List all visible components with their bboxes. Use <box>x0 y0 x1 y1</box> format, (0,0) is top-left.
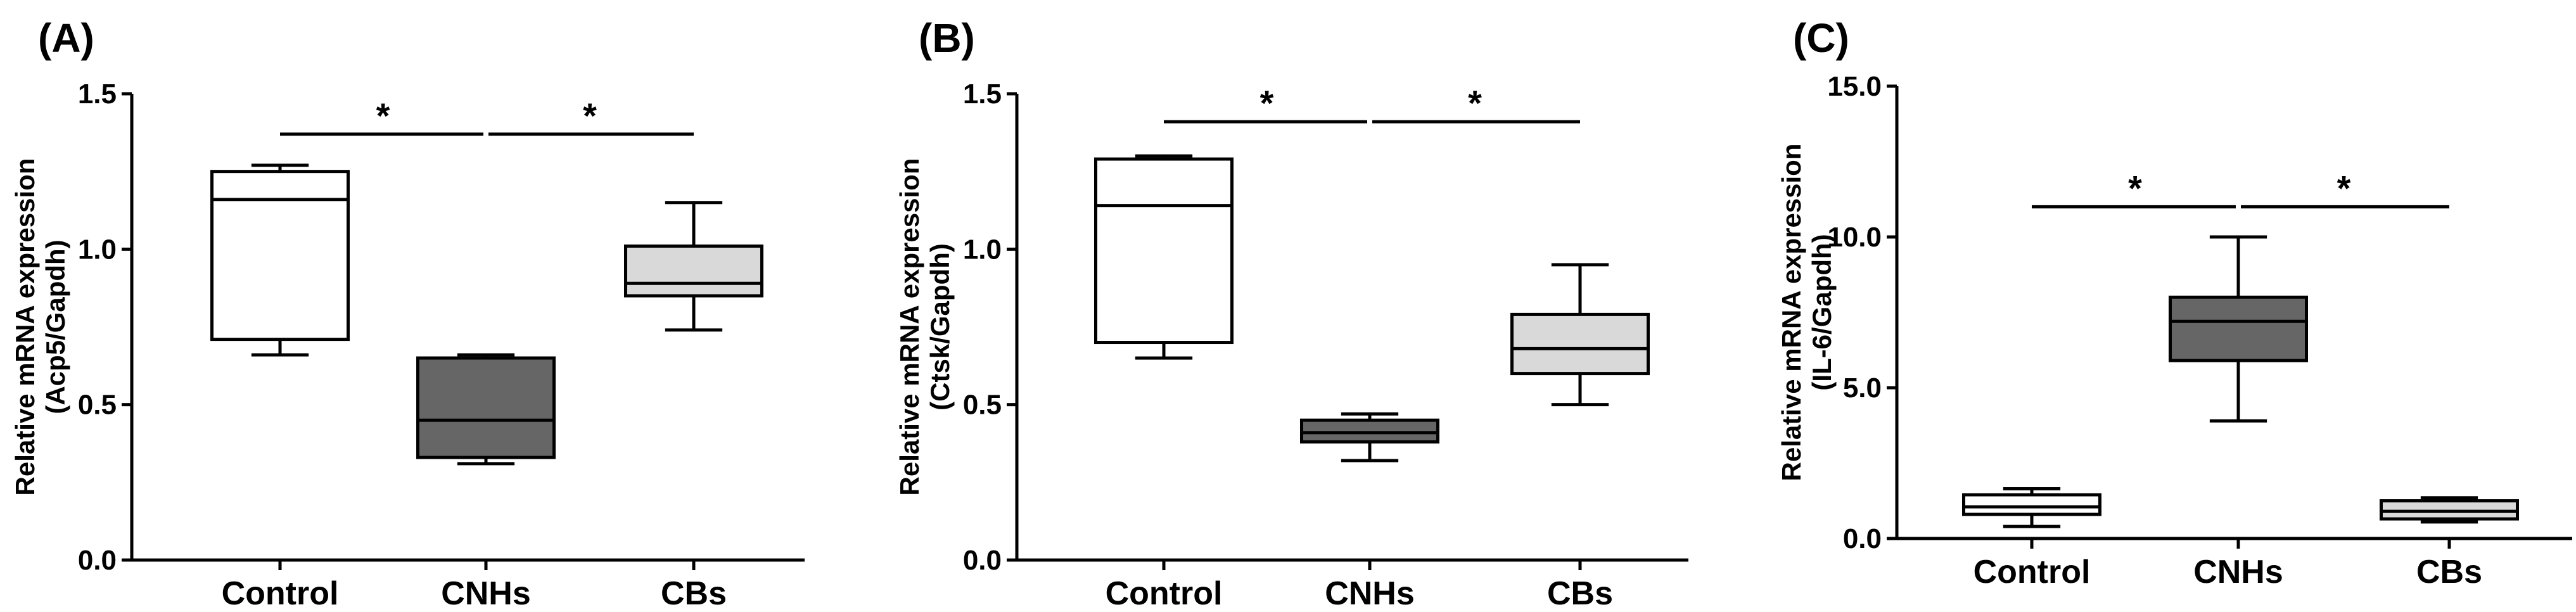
box-control <box>1962 487 2101 528</box>
box-body <box>210 170 350 341</box>
y-tick-label: 1.0 <box>963 234 1002 265</box>
box-cbs <box>1510 263 1650 407</box>
y-tick-label: 0.5 <box>963 390 1002 421</box>
y-axis-title: Relative mRNA expression(Acp5/Gapdh) <box>10 158 70 496</box>
y-tick-label: 1.5 <box>78 79 117 110</box>
y-tick-label: 0.0 <box>1843 523 1882 554</box>
y-tick-label: 10.0 <box>1827 222 1882 253</box>
y-axis-title-line2: (Acp5/Gapdh) <box>41 239 70 414</box>
panel-label: (B) <box>919 15 975 61</box>
box-control <box>210 163 350 357</box>
box-cnhs <box>1300 412 1439 462</box>
x-tick-label-cnhs: CNHs <box>441 575 531 612</box>
y-tick-label: 15.0 <box>1827 71 1882 102</box>
box-body <box>1510 312 1650 376</box>
box-cbs <box>624 201 763 332</box>
panel-label: (C) <box>1793 15 1849 61</box>
x-tick-label-control: Control <box>222 575 339 612</box>
y-tick-label: 1.5 <box>963 79 1002 110</box>
y-tick-label: 0.0 <box>78 545 117 576</box>
panel-a: 0.0 0.5 1.0 1.5 Control CNHs CBs * * Relative mRN… <box>10 15 805 612</box>
significance-star: * <box>1260 83 1274 123</box>
x-tick-label-cnhs: CNHs <box>1325 575 1415 612</box>
y-tick-label: 5.0 <box>1843 373 1882 404</box>
box-body <box>1094 157 1234 345</box>
significance-star: * <box>1468 83 1482 123</box>
y-axis-title-line1: Relative mRNA expression <box>1776 144 1806 481</box>
box-body <box>2169 295 2308 362</box>
significance-star: * <box>2337 168 2351 208</box>
y-tick-label: 0.0 <box>963 545 1002 576</box>
y-axis-title-line1: Relative mRNA expression <box>10 158 40 496</box>
significance-star: * <box>2128 168 2142 208</box>
box-body <box>416 356 556 459</box>
box-cnhs <box>416 353 556 466</box>
x-tick-label-cbs: CBs <box>661 575 727 612</box>
x-tick-label-cbs: CBs <box>1547 575 1613 612</box>
box-control <box>1094 154 1234 360</box>
panel-c: 0.0 5.0 10.0 15.0 Control CNHs CBs * * Relative m… <box>1776 15 2572 590</box>
x-tick-label-cnhs: CNHs <box>2193 554 2283 590</box>
y-axis-title: Relative mRNA expression(IL-6/Gapdh) <box>1776 144 1837 481</box>
y-tick-label: 0.5 <box>78 390 117 421</box>
box-body <box>624 244 763 298</box>
x-tick-label-control: Control <box>1106 575 1223 612</box>
y-axis-title: Relative mRNA expression(Ctsk/Gapdh) <box>895 158 955 496</box>
x-tick-label-control: Control <box>1973 554 2091 590</box>
significance-star: * <box>583 96 597 136</box>
y-axis-title-line1: Relative mRNA expression <box>895 158 924 496</box>
y-axis-title-line2: (IL-6/Gapdh) <box>1807 234 1837 390</box>
y-axis-title-line2: (Ctsk/Gapdh) <box>925 243 955 411</box>
x-tick-label-cbs: CBs <box>2416 554 2482 590</box>
panel-label: (A) <box>38 15 94 61</box>
box-cbs <box>2380 496 2519 524</box>
box-cnhs <box>2169 235 2308 423</box>
box-body <box>1962 493 2101 516</box>
panel-b: 0.0 0.5 1.0 1.5 Control CNHs CBs * * Relative mRN… <box>895 15 1688 612</box>
significance-star: * <box>376 96 390 136</box>
y-tick-label: 1.0 <box>78 234 117 265</box>
